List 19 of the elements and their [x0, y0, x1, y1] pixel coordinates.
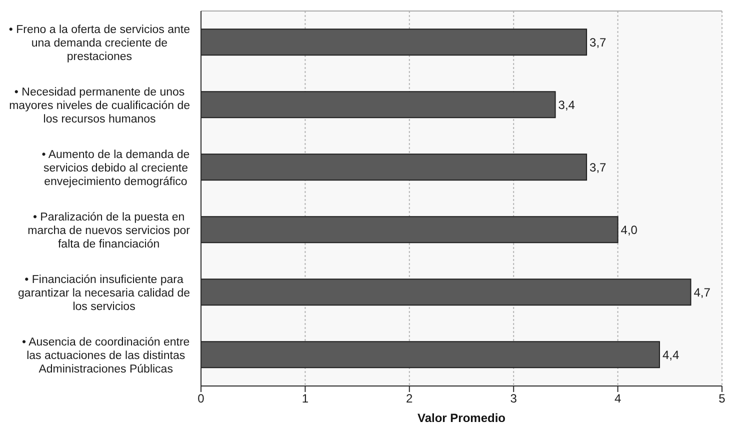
- x-tick-label: 1: [302, 392, 309, 406]
- data-label: 4,7: [694, 285, 711, 300]
- y-tick-label: • Necesidad permanente de unos mayores niveles de cualificación de los recursos humanos: [9, 86, 190, 126]
- data-label: 4,0: [620, 222, 638, 237]
- y-tick-label: • Paralización de la puesta en marcha de nuevos servicios por falta de financiación: [28, 211, 190, 250]
- x-tick-label: 0: [198, 392, 205, 406]
- y-tick-label: • Aumento de la demanda de servicios debido al creciente envejecimiento demográfico: [42, 148, 190, 188]
- y-tick-label: • Financiación insuficiente para garantizar la necesaria calidad de los servicios: [18, 274, 190, 313]
- data-label: 3,4: [558, 98, 576, 112]
- x-tick-label: 3: [510, 392, 518, 406]
- x-tick-label: 4: [614, 392, 622, 406]
- data-label: 3,7: [590, 35, 607, 50]
- x-tick-label: 2: [406, 392, 414, 406]
- x-tick-label: 5: [718, 392, 726, 406]
- x-axis-title: Valor Promedio: [417, 411, 506, 425]
- y-tick-label: • Ausencia de coordinación entre las actuaciones de las distintas Administraciones Públicas: [22, 336, 190, 376]
- data-label: 3,7: [590, 160, 607, 174]
- y-tick-label: • Freno a la oferta de servicios ante una demanda creciente de prestaciones: [8, 24, 190, 63]
- data-label: 4,4: [662, 348, 680, 362]
